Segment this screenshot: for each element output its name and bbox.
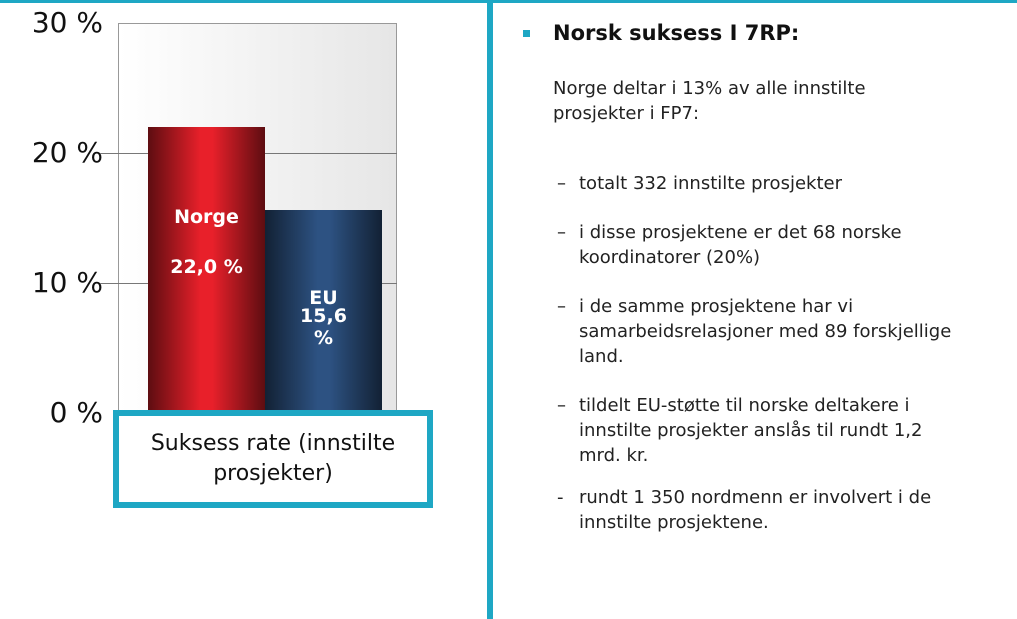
item-marker: –: [557, 296, 566, 317]
item-text: i disse prosjektene er det 68 norske koo…: [579, 222, 902, 268]
series-label: EU: [309, 287, 338, 310]
y-tick-label: 10 %: [31, 266, 103, 299]
y-tick-label: 20 %: [31, 136, 103, 169]
item-text: tildelt EU-støtte til norske deltakere i…: [579, 395, 923, 466]
value-label: 15,6 %: [300, 305, 347, 350]
item-marker: –: [557, 173, 566, 194]
y-tick-label: 0 %: [49, 396, 103, 429]
list-item: – i disse prosjektene er det 68 norske ko…: [557, 220, 957, 270]
text-panel: Norsk suksess I 7RP: Norge deltar i 13% …: [487, 0, 1017, 619]
list-item: – i de samme prosjektene har vi samarbeid…: [557, 294, 957, 369]
value-label: 22,0 %: [170, 256, 243, 278]
category-box: Suksess rate (innstilte prosjekter): [113, 410, 433, 508]
bar: [148, 127, 265, 413]
bullet: [523, 30, 530, 37]
list-item: – tildelt EU-støtte til norske deltakere …: [557, 393, 957, 468]
panel-title: Norsk suksess I 7RP:: [553, 21, 800, 45]
item-marker: –: [557, 395, 566, 416]
x-tick-label: Suksess rate (innstilte prosjekter): [150, 431, 396, 486]
list-item: – totalt 332 innstilte prosjekter: [557, 171, 957, 196]
y-tick-label: 30 %: [31, 6, 103, 39]
item-text: rundt 1 350 nordmenn er involvert i de i…: [579, 487, 932, 533]
series-label: Norge: [174, 206, 239, 228]
list-item: - rundt 1 350 nordmenn er involvert i de …: [557, 485, 957, 535]
bar: [265, 210, 382, 413]
item-marker: –: [557, 222, 566, 243]
item-marker: -: [557, 487, 564, 508]
panel-intro: Norge deltar i 13% av alle innstilte pro…: [553, 78, 866, 124]
item-text: i de samme prosjektene har vi samarbeids…: [579, 296, 952, 367]
item-text: totalt 332 innstilte prosjekter: [579, 173, 842, 194]
top-rule: [0, 0, 493, 3]
